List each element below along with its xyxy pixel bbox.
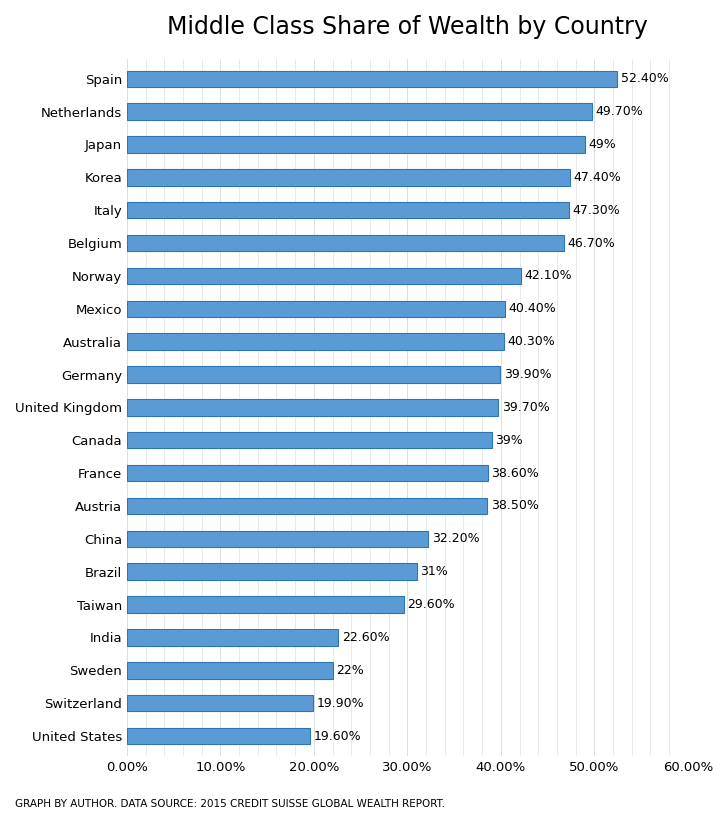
Bar — [127, 531, 428, 547]
Text: 31%: 31% — [421, 565, 448, 578]
Text: 49%: 49% — [589, 138, 617, 151]
Text: 39.90%: 39.90% — [504, 368, 551, 381]
Bar — [127, 235, 563, 251]
Bar — [127, 629, 339, 646]
Bar — [127, 103, 592, 120]
Bar — [127, 563, 416, 580]
Text: 22.60%: 22.60% — [342, 631, 389, 644]
Text: 49.70%: 49.70% — [596, 105, 643, 118]
Bar — [127, 169, 570, 185]
Bar — [127, 202, 569, 219]
Text: 38.60%: 38.60% — [491, 467, 539, 480]
Bar — [127, 432, 491, 449]
Text: 40.40%: 40.40% — [508, 302, 556, 315]
Text: 32.20%: 32.20% — [432, 533, 479, 546]
Title: Middle Class Share of Wealth by Country: Middle Class Share of Wealth by Country — [167, 15, 648, 39]
Text: 29.60%: 29.60% — [408, 598, 455, 611]
Bar — [127, 662, 333, 679]
Bar — [127, 695, 313, 711]
Bar — [127, 498, 487, 514]
Text: GRAPH BY AUTHOR. DATA SOURCE: 2015 CREDIT SUISSE GLOBAL WEALTH REPORT.: GRAPH BY AUTHOR. DATA SOURCE: 2015 CREDI… — [15, 799, 445, 809]
Bar — [127, 399, 498, 415]
Text: 39.70%: 39.70% — [502, 401, 550, 414]
Text: 38.50%: 38.50% — [491, 499, 539, 512]
Text: 47.30%: 47.30% — [573, 204, 620, 217]
Bar — [127, 301, 505, 317]
Text: 39%: 39% — [495, 434, 523, 446]
Text: 22%: 22% — [336, 663, 364, 676]
Bar — [127, 465, 488, 481]
Text: 47.40%: 47.40% — [574, 171, 622, 184]
Bar — [127, 597, 403, 613]
Text: 42.10%: 42.10% — [524, 269, 572, 282]
Bar — [127, 367, 500, 383]
Bar — [127, 267, 521, 284]
Text: 19.90%: 19.90% — [317, 697, 364, 710]
Text: 52.40%: 52.40% — [620, 72, 668, 85]
Bar — [127, 728, 310, 744]
Text: 40.30%: 40.30% — [507, 335, 555, 348]
Text: 19.60%: 19.60% — [314, 729, 362, 742]
Bar — [127, 333, 504, 350]
Bar — [127, 71, 617, 87]
Text: 46.70%: 46.70% — [567, 237, 615, 250]
Bar — [127, 137, 585, 153]
